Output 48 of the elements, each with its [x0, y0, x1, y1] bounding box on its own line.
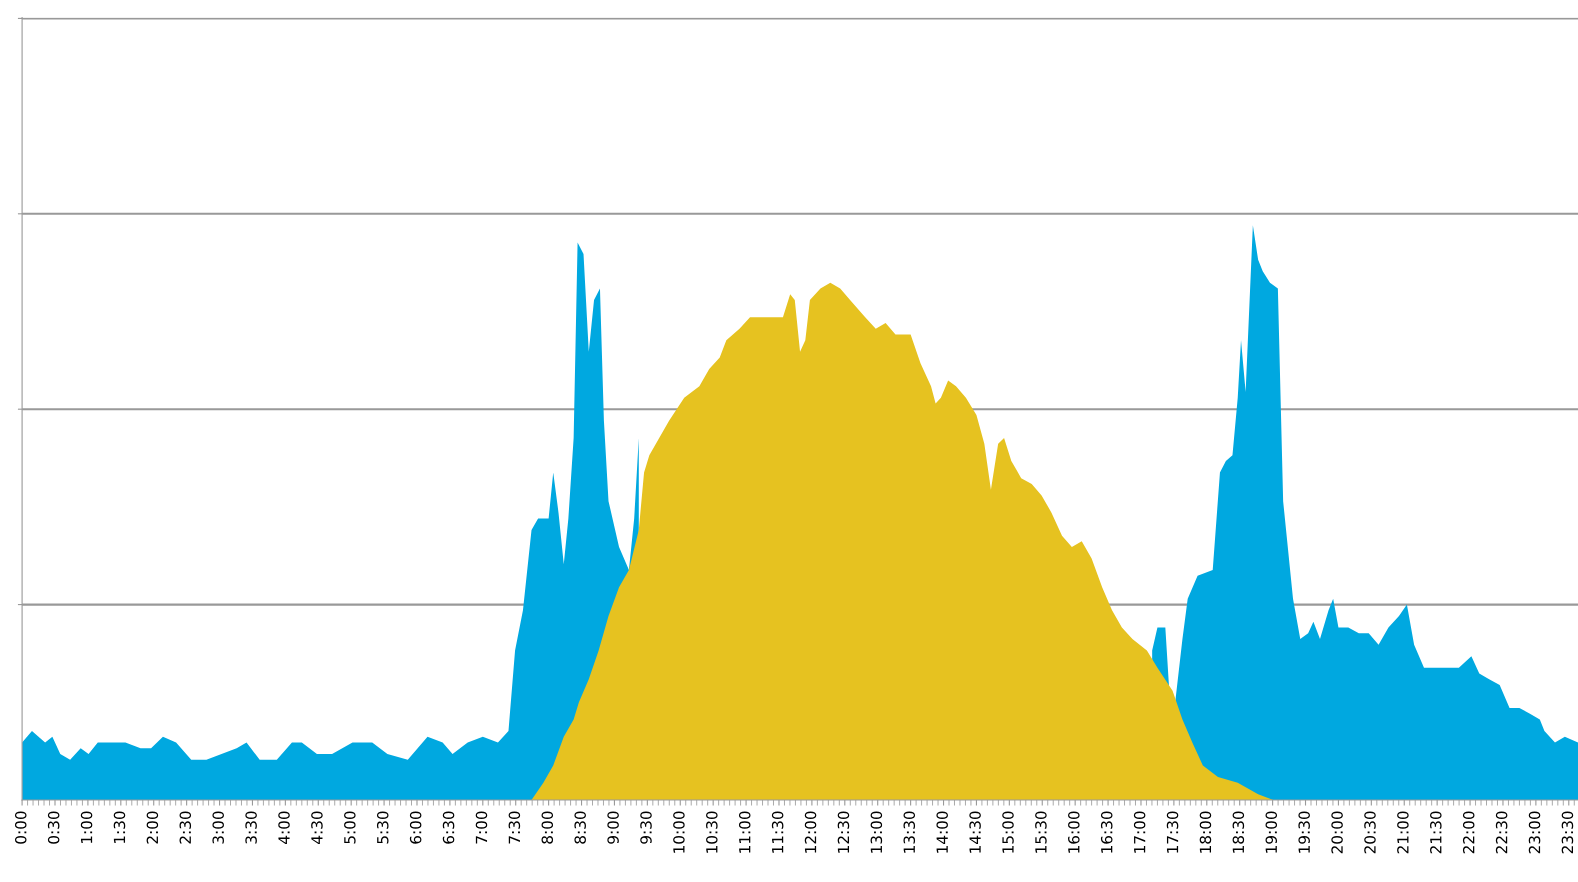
x-tick-label: 22:00: [1462, 811, 1475, 854]
x-tick-label: 22:30: [1495, 811, 1508, 854]
x-tick-label: 0:00: [14, 811, 27, 844]
x-tick-label: 8:30: [574, 811, 586, 844]
x-tick-label: 17:00: [1133, 811, 1146, 853]
x-tick-label: 16:30: [1100, 811, 1113, 853]
x-tick-label: 12:00: [804, 811, 817, 853]
x-tick-label: 18:30: [1232, 811, 1245, 853]
x-tick-label: 2:30: [179, 811, 192, 844]
x-tick-label: 15:00: [1002, 811, 1014, 853]
x-tick-label: 14:00: [936, 811, 948, 853]
x-tick-label: 23:30: [1561, 811, 1574, 854]
x-tick-label: 20:00: [1331, 811, 1343, 854]
x-tick-label: 3:00: [212, 811, 224, 844]
x-tick-label: 11:00: [738, 811, 751, 853]
x-tick-label: 18:00: [1199, 811, 1212, 853]
x-tick-label: 2:00: [146, 811, 159, 844]
x-tick-label: 17:30: [1166, 811, 1179, 853]
x-tick-label: 6:00: [409, 811, 422, 844]
x-tick-label: 21:30: [1430, 811, 1442, 854]
x-tick-label: 1:30: [113, 811, 126, 844]
x-tick-label: 9:30: [640, 811, 652, 844]
x-tick-label: 11:30: [771, 811, 784, 853]
x-tick-label: 14:30: [969, 811, 981, 853]
x-tick-label: 10:30: [706, 811, 718, 853]
x-tick-label: 1:00: [80, 811, 93, 844]
x-tick-label: 5:30: [376, 811, 389, 844]
x-tick-label: 7:00: [475, 811, 488, 844]
x-tick-label: 0:30: [47, 811, 60, 844]
x-tick-label: 15:30: [1035, 811, 1047, 853]
x-tick-label: 9:00: [607, 811, 619, 844]
x-tick-label: 12:30: [837, 811, 850, 853]
x-tick-label: 7:30: [508, 811, 521, 844]
x-tick-label: 16:00: [1068, 811, 1080, 853]
x-tick-label: 13:30: [903, 811, 916, 853]
x-tick-label: 10:00: [673, 811, 685, 853]
x-tick-label: 19:00: [1265, 811, 1278, 853]
x-tick-label: 8:00: [541, 811, 554, 844]
x-tick-label: 4:30: [311, 811, 323, 844]
x-tick-label: 3:30: [245, 811, 257, 844]
x-tick-label: 21:00: [1397, 811, 1409, 854]
x-tick-label: 20:30: [1364, 811, 1376, 854]
x-tick-label: 5:00: [344, 811, 356, 844]
x-tick-label: 19:30: [1298, 811, 1310, 853]
x-tick-label: 13:00: [870, 811, 883, 853]
x-tick-label: 4:00: [278, 811, 290, 844]
x-tick-label: 6:30: [442, 811, 455, 844]
x-tick-label: 23:00: [1528, 811, 1541, 854]
